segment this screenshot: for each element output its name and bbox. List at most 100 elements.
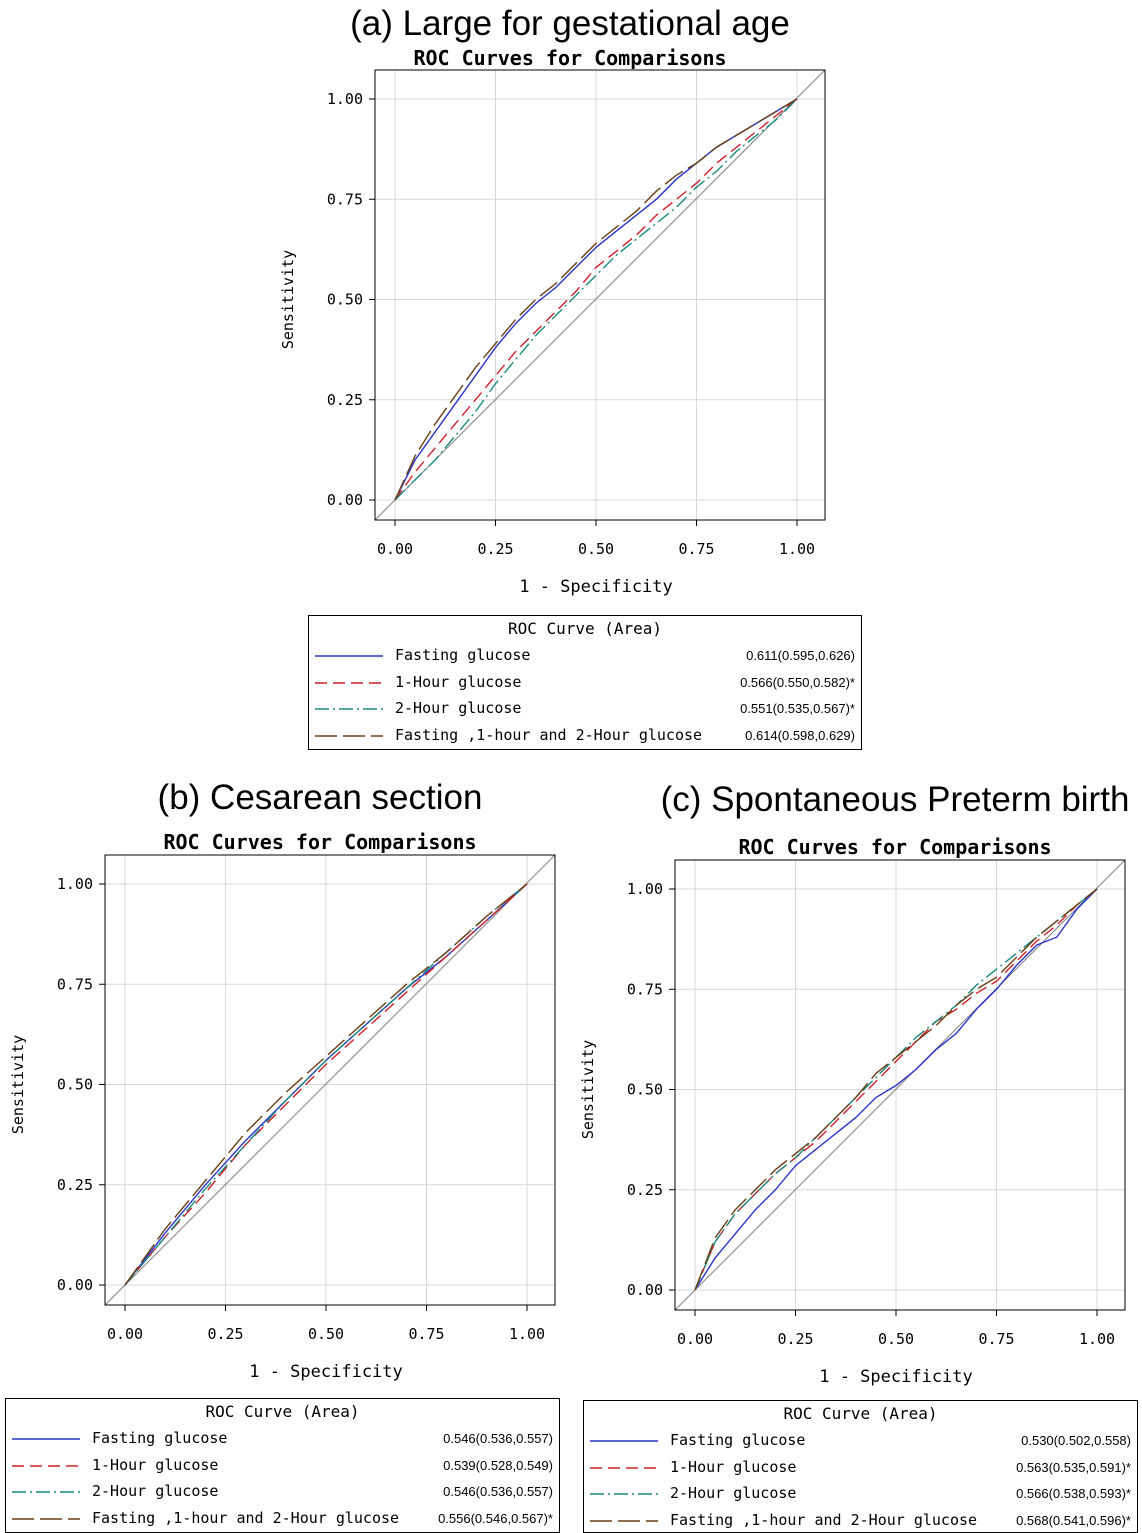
- x-tick-label: 0.50: [878, 1330, 914, 1348]
- legend-row: 1-Hour glucose 0.563(0.535,0.591)*: [584, 1456, 1137, 1480]
- panel-c-chart-title: ROC Curves for Comparisons: [738, 835, 1052, 859]
- y-tick-label: 0.75: [627, 980, 663, 998]
- legend-series-label: 2-Hour glucose: [92, 1482, 219, 1500]
- x-tick-label: 0.25: [777, 1330, 813, 1348]
- x-tick-label: 1.00: [509, 1325, 545, 1343]
- legend-series-label: Fasting glucose: [670, 1431, 806, 1449]
- legend-swatch: [315, 708, 383, 710]
- roc-series-one_hour: [124, 883, 528, 1286]
- panel-b-chart-title: ROC Curves for Comparisons: [163, 830, 477, 854]
- y-tick-label: 0.25: [327, 391, 363, 409]
- reference-diagonal: [674, 859, 1126, 1311]
- legend-swatch: [590, 1519, 658, 1522]
- roc-series-combined: [124, 883, 528, 1286]
- legend-row: Fasting ,1-hour and 2-Hour glucose 0.614(…: [309, 724, 861, 748]
- legend-swatch: [590, 1493, 658, 1495]
- legend-series-label: Fasting ,1-hour and 2-Hour glucose: [92, 1508, 400, 1527]
- legend-area-value: 0.568(0.541,0.596)*: [1016, 1512, 1131, 1528]
- x-axis-label: 1 - Specificity: [519, 577, 673, 597]
- y-axis-label: Sensitivity: [579, 1040, 597, 1139]
- x-tick-label: 0.50: [578, 540, 614, 558]
- legend-area-value: 0.566(0.538,0.593)*: [1016, 1486, 1131, 1501]
- roc-series-combined: [694, 888, 1098, 1291]
- roc-series-combined: [394, 98, 798, 501]
- legend-series-label: Fasting ,1-hour and 2-Hour glucose: [670, 1510, 978, 1529]
- roc-series-one_hour: [394, 98, 798, 501]
- roc-series-two_hour: [694, 888, 1098, 1291]
- x-axis-label: 1 - Specificity: [249, 1362, 403, 1382]
- panel-a-roc-plot: 0.00 0.25 0.50 0.75 1.00 0.00 0.25 0.50 0.75 1.00…: [279, 69, 826, 597]
- legend-row: Fasting glucose 0.530(0.502,0.558): [584, 1429, 1137, 1453]
- roc-series-fasting: [394, 98, 798, 501]
- x-tick-label: 0.75: [408, 1325, 444, 1343]
- legend-series-label: 1-Hour glucose: [670, 1457, 797, 1476]
- y-tick-label: 0.75: [327, 190, 363, 208]
- x-tick-label: 1.00: [779, 540, 815, 558]
- legend-swatch: [12, 1517, 80, 1520]
- legend-row: 2-Hour glucose 0.551(0.535,0.567)*: [309, 697, 861, 721]
- legend-row: Fasting glucose 0.611(0.595,0.626): [309, 644, 861, 668]
- panel-a-legend: ROC Curve (Area) Fasting glucose 0.611(0.…: [308, 615, 862, 750]
- roc-series-fasting: [694, 888, 1098, 1291]
- y-tick-label: 0.50: [57, 1076, 93, 1094]
- legend-series-label: 2-Hour glucose: [670, 1484, 797, 1502]
- y-tick-label: 0.25: [627, 1181, 663, 1199]
- legend-row: 1-Hour glucose 0.539(0.528,0.549): [6, 1454, 559, 1478]
- x-tick-label: 0.25: [477, 540, 513, 558]
- legend-row: Fasting ,1-hour and 2-Hour glucose 0.568(…: [584, 1509, 1137, 1533]
- legend-swatch: [12, 1464, 80, 1467]
- reference-diagonal: [374, 69, 826, 521]
- x-tick-label: 0.00: [107, 1325, 143, 1343]
- legend-title: ROC Curve (Area): [783, 1404, 938, 1423]
- legend-swatch: [315, 655, 383, 657]
- plot-frame: [674, 859, 1126, 1311]
- plot-frame: [104, 854, 556, 1306]
- y-tick-label: 1.00: [627, 880, 663, 898]
- legend-area-value: 0.551(0.535,0.567)*: [740, 701, 855, 716]
- panel-b-heading: (b) Cesarean section: [157, 778, 483, 817]
- reference-diagonal: [104, 854, 556, 1306]
- legend-area-value: 0.539(0.528,0.549): [443, 1457, 553, 1473]
- roc-series-two_hour: [394, 98, 798, 501]
- legend-area-value: 0.614(0.598,0.629): [745, 727, 855, 743]
- legend-area-value: 0.556(0.546,0.567)*: [438, 1510, 553, 1526]
- legend-series-label: 2-Hour glucose: [395, 699, 522, 717]
- plot-frame: [374, 69, 826, 521]
- y-tick-label: 0.00: [627, 1281, 663, 1299]
- y-tick-label: 0.25: [57, 1176, 93, 1194]
- y-tick-label: 0.50: [327, 291, 363, 309]
- y-axis-label: Sensitivity: [9, 1035, 27, 1134]
- x-tick-label: 0.75: [978, 1330, 1014, 1348]
- x-axis-label: 1 - Specificity: [819, 1367, 973, 1387]
- y-tick-label: 0.75: [57, 975, 93, 993]
- legend-row: Fasting ,1-hour and 2-Hour glucose 0.556(…: [6, 1507, 559, 1531]
- y-tick-label: 1.00: [327, 90, 363, 108]
- panel-c-legend: ROC Curve (Area) Fasting glucose 0.530(0.…: [583, 1400, 1138, 1533]
- legend-row: Fasting glucose 0.546(0.536,0.557): [6, 1427, 559, 1451]
- panel-a-heading: (a) Large for gestational age: [350, 4, 790, 43]
- legend-swatch: [12, 1438, 80, 1440]
- legend-swatch: [12, 1491, 80, 1493]
- legend-series-label: Fasting ,1-hour and 2-Hour glucose: [395, 725, 703, 744]
- x-tick-label: 0.75: [678, 540, 714, 558]
- x-tick-label: 0.00: [377, 540, 413, 558]
- legend-swatch: [590, 1440, 658, 1442]
- y-tick-label: 0.50: [627, 1081, 663, 1099]
- legend-row: 2-Hour glucose 0.566(0.538,0.593)*: [584, 1482, 1137, 1506]
- legend-area-value: 0.530(0.502,0.558): [1021, 1433, 1131, 1448]
- legend-series-label: Fasting glucose: [395, 646, 531, 664]
- roc-series-one_hour: [694, 888, 1098, 1291]
- legend-series-label: 1-Hour glucose: [92, 1455, 219, 1474]
- panel-a-chart-title: ROC Curves for Comparisons: [413, 46, 727, 70]
- legend-series-label: Fasting glucose: [92, 1429, 228, 1447]
- legend-swatch: [315, 681, 383, 684]
- legend-title: ROC Curve (Area): [205, 1402, 360, 1421]
- panel-c-heading: (c) Spontaneous Preterm birth: [660, 780, 1130, 819]
- legend-area-value: 0.546(0.536,0.557): [443, 1431, 553, 1446]
- panel-b-legend: ROC Curve (Area) Fasting glucose 0.546(0.…: [5, 1398, 560, 1533]
- legend-area-value: 0.566(0.550,0.582)*: [740, 674, 855, 690]
- y-tick-label: 1.00: [57, 875, 93, 893]
- legend-swatch: [315, 734, 383, 737]
- legend-swatch: [590, 1466, 658, 1469]
- legend-row: 2-Hour glucose 0.546(0.536,0.557): [6, 1480, 559, 1504]
